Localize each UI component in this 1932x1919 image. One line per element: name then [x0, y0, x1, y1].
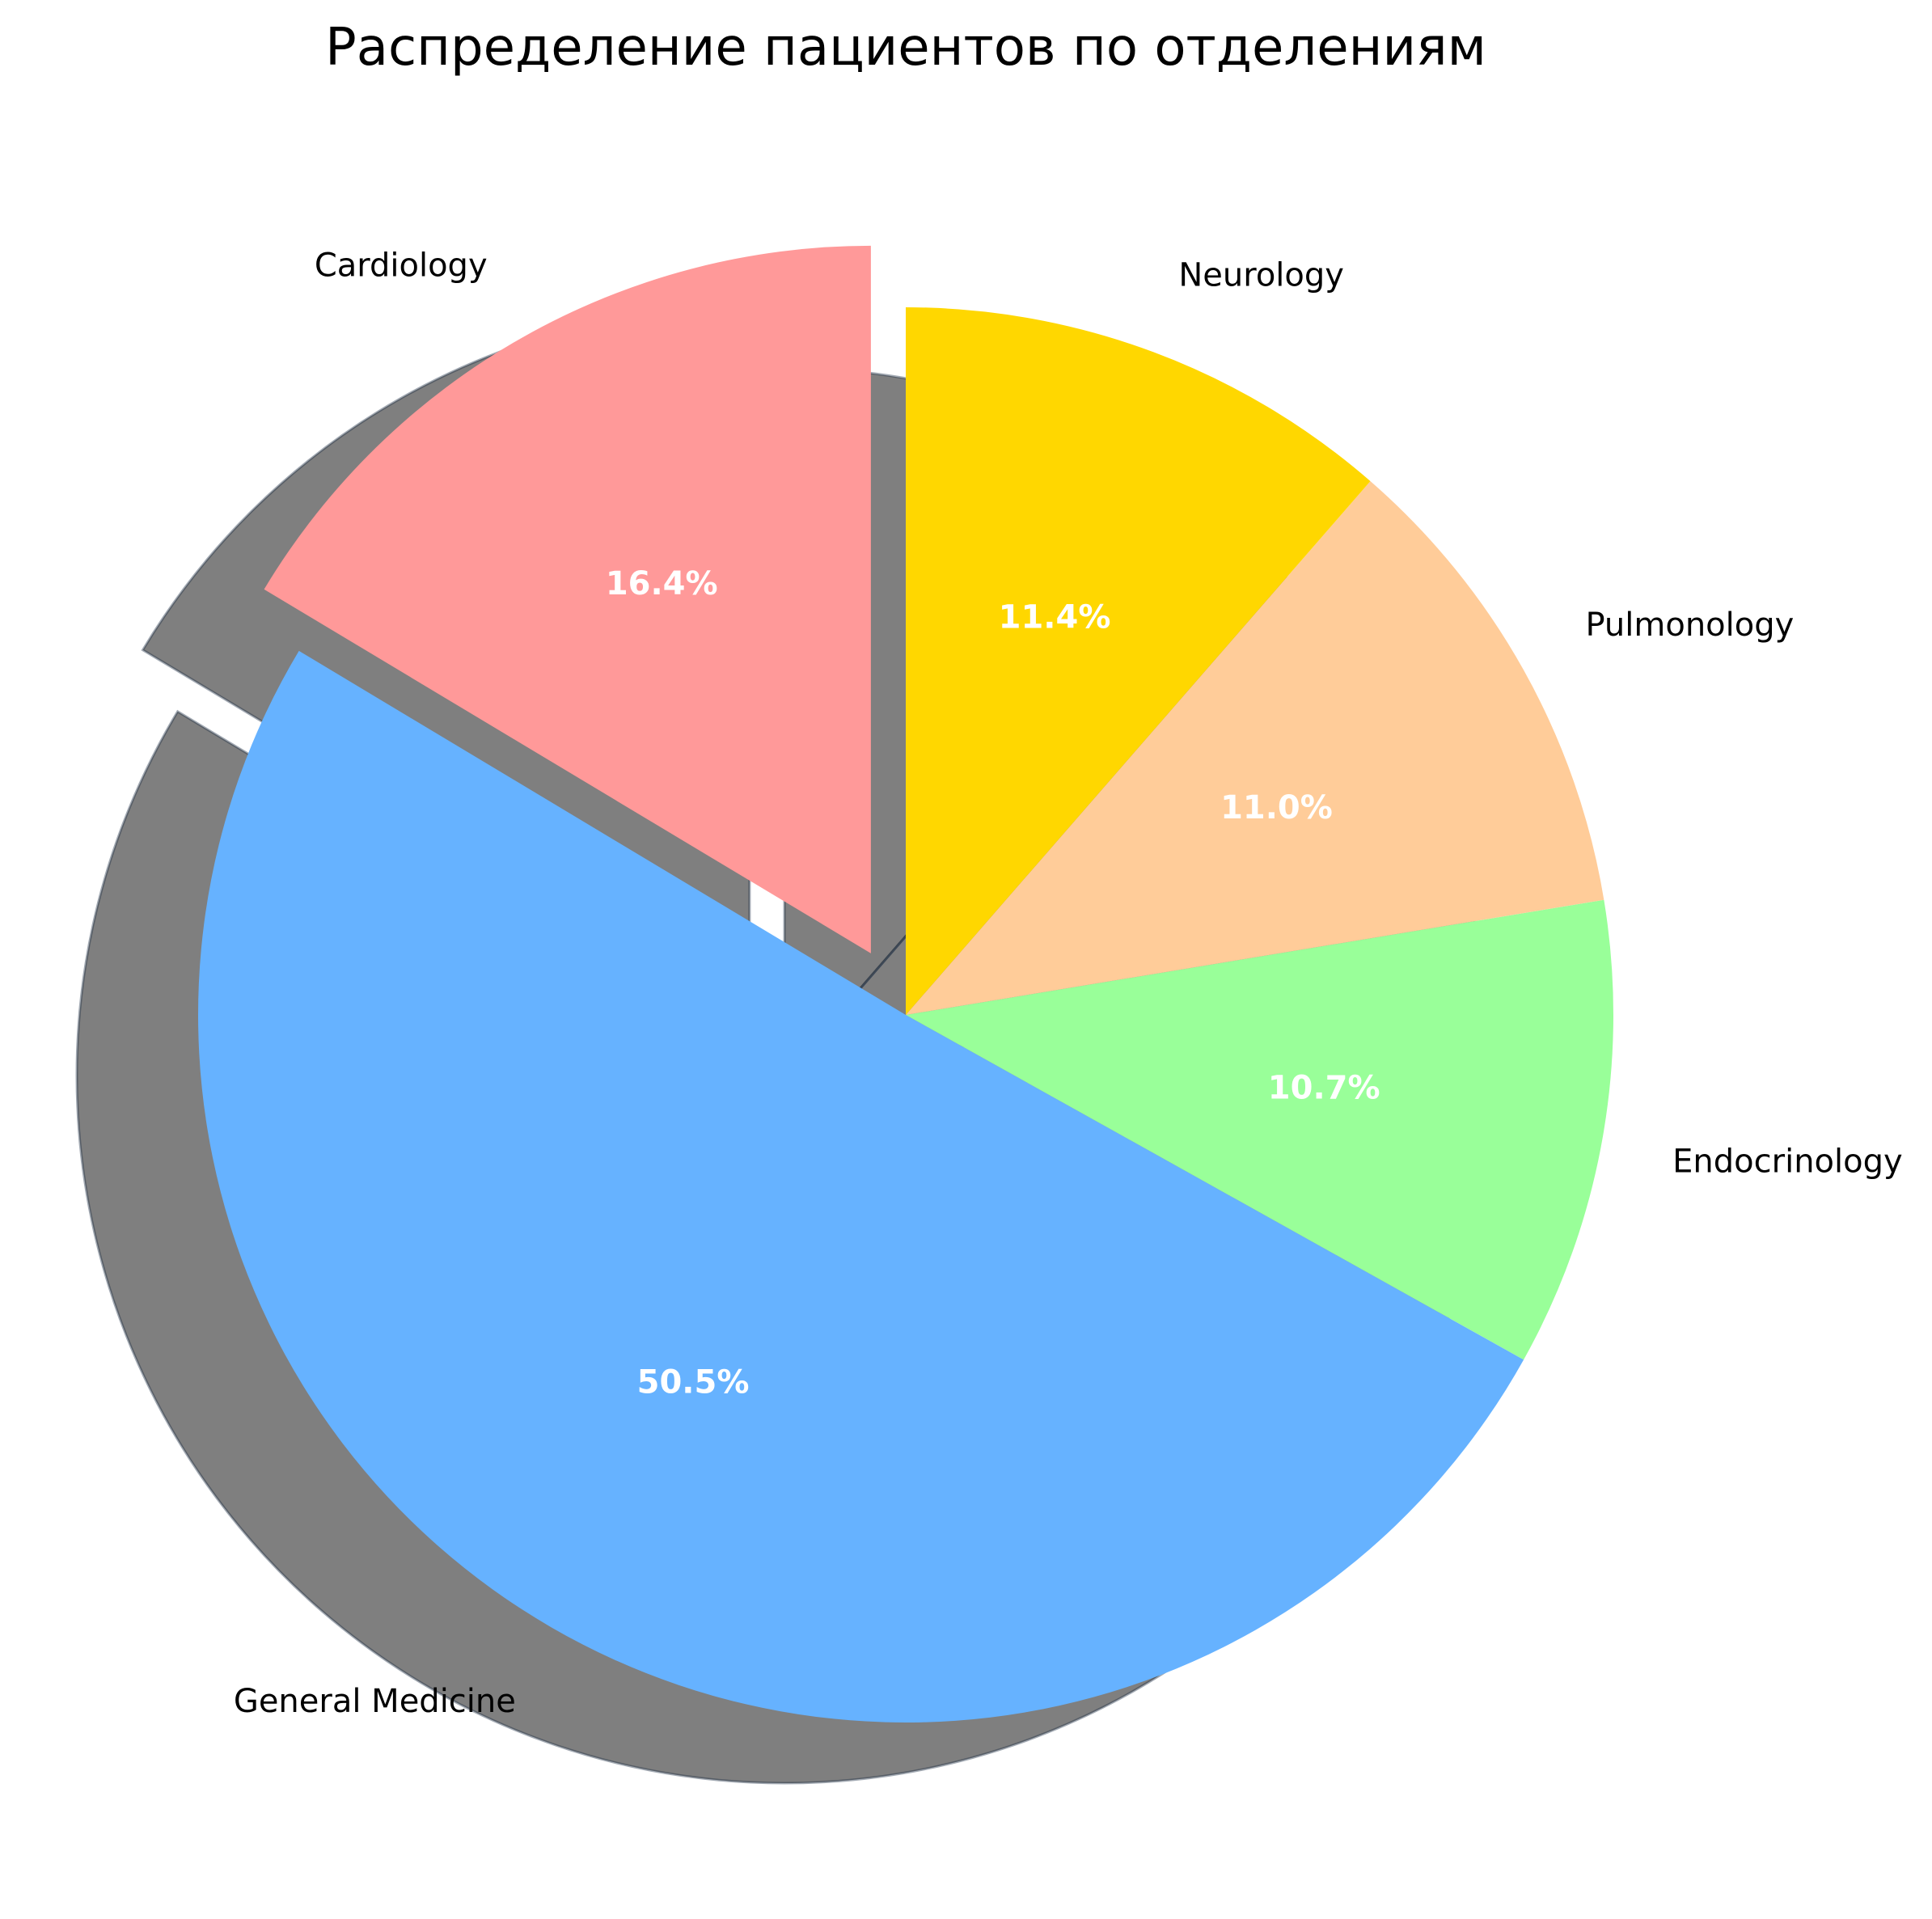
slice-label-pulmonology: Pulmonology: [1586, 607, 1795, 644]
slice-pct-neurology: 11.4%: [999, 598, 1111, 636]
pie-slice-neurology: [906, 307, 1371, 1015]
slice-label-neurology: Neurology: [1178, 257, 1344, 294]
slice-pct-cardiology: 16.4%: [606, 565, 718, 602]
pie-slice-general-medicine: [197, 650, 1524, 1723]
pie-slice-layer: [197, 245, 1614, 1723]
pie-slice-cardiology: [264, 245, 871, 953]
pie-slice-endocrinology: [906, 899, 1614, 1360]
pie-slice-pulmonology: [906, 481, 1604, 1015]
slice-label-cardiology: Cardiology: [315, 247, 488, 284]
chart-title: Распределение пациентов по отделениям: [325, 18, 1486, 78]
slice-label-endocrinology: Endocrinology: [1672, 1143, 1903, 1180]
slice-pct-pulmonology: 11.0%: [1220, 789, 1333, 826]
slice-pct-endocrinology: 10.7%: [1268, 1069, 1380, 1106]
slice-label-general-medicine: General Medicine: [234, 1683, 516, 1720]
pie-label-layer: Cardiology 16.4% General Medicine 50.5% Endo…: [234, 247, 1903, 1720]
slice-pct-general-medicine: 50.5%: [637, 1363, 750, 1401]
